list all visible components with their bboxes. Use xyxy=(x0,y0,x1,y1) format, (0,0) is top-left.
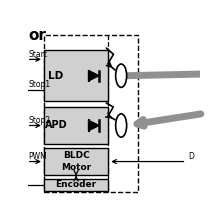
Text: D: D xyxy=(188,152,194,161)
Ellipse shape xyxy=(116,64,127,87)
Polygon shape xyxy=(89,70,99,81)
Text: LD: LD xyxy=(48,71,64,81)
Text: APD: APD xyxy=(45,120,67,130)
Text: Stop1: Stop1 xyxy=(29,81,51,89)
Text: Encoder: Encoder xyxy=(56,180,97,189)
Bar xyxy=(44,179,108,191)
Bar xyxy=(44,148,108,175)
Polygon shape xyxy=(89,120,99,131)
Bar xyxy=(44,35,138,192)
Bar xyxy=(44,50,108,101)
Text: Stop2: Stop2 xyxy=(29,116,51,125)
Bar xyxy=(44,107,108,144)
Text: Start: Start xyxy=(29,50,47,58)
Text: BLDC
Motor: BLDC Motor xyxy=(61,151,91,172)
Ellipse shape xyxy=(116,114,127,137)
Text: PWM: PWM xyxy=(29,152,47,161)
Text: or: or xyxy=(29,29,46,43)
